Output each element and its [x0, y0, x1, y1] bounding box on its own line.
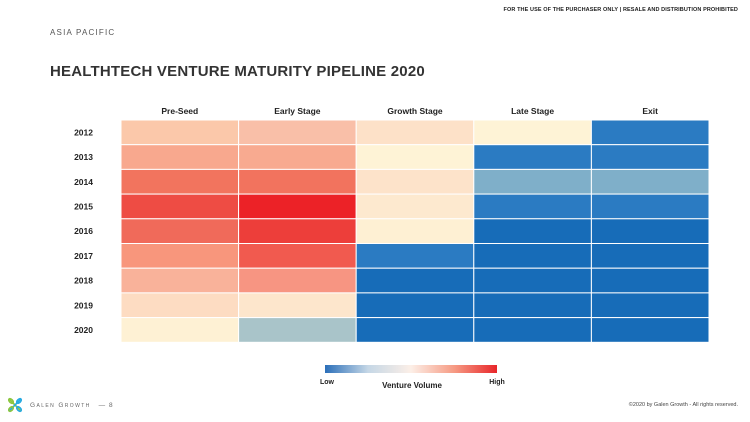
row-label: 2019	[74, 300, 93, 310]
row-label: 2013	[74, 152, 93, 162]
heatmap-cell	[473, 292, 592, 319]
heatmap-cell	[238, 193, 357, 220]
heatmap-cells	[120, 119, 710, 343]
row-label: 2020	[74, 325, 93, 335]
heatmap-cell	[473, 243, 592, 269]
legend-low-label: Low	[320, 379, 335, 386]
heatmap-cell	[238, 267, 357, 294]
heatmap-cell	[473, 119, 592, 146]
heatmap-cell	[238, 119, 357, 146]
row-label: 2018	[74, 276, 93, 286]
heatmap-cell	[120, 243, 240, 269]
page-number: — 8	[98, 401, 114, 409]
column-label: Pre-Seed	[161, 106, 198, 116]
heatmap-cell	[238, 144, 357, 170]
heatmap-cell	[355, 119, 475, 146]
copyright-text: ©2020 by Galen Growth - All rights reser…	[628, 402, 738, 408]
brand-name: Galen Growth	[30, 401, 91, 409]
color-legend: Low Venture Volume High	[320, 365, 505, 390]
region-label: ASIA PACIFIC	[50, 28, 116, 37]
heatmap-cell	[355, 317, 475, 343]
heatmap-cell	[590, 267, 710, 294]
heatmap-cell	[590, 292, 710, 319]
heatmap-cell	[238, 292, 357, 319]
heatmap-cell	[120, 218, 240, 245]
heatmap-cell	[590, 144, 710, 170]
row-label: 2017	[74, 251, 93, 261]
row-label: 2014	[74, 177, 93, 187]
galen-growth-logo-icon	[7, 397, 23, 413]
heatmap-cell	[238, 218, 357, 245]
heatmap-cell	[355, 218, 475, 245]
row-label: 2012	[74, 127, 93, 137]
heatmap-cell	[473, 193, 592, 220]
column-label: Early Stage	[274, 106, 321, 116]
heatmap-cell	[590, 168, 710, 195]
column-label: Exit	[642, 106, 658, 116]
legend-high-label: High	[489, 379, 505, 386]
heatmap-cell	[120, 267, 240, 294]
heatmap-cell	[355, 193, 475, 220]
heatmap-cell	[238, 243, 357, 269]
heatmap-cell	[238, 317, 357, 343]
heatmap-cell	[590, 218, 710, 245]
heatmap-cell	[473, 267, 592, 294]
column-label: Late Stage	[511, 106, 554, 116]
heatmap-cell	[473, 218, 592, 245]
column-label: Growth Stage	[387, 106, 443, 116]
heatmap-cell	[120, 144, 240, 170]
heatmap-cell	[120, 193, 240, 220]
heatmap-cell	[355, 243, 475, 269]
legend-title: Venture Volume	[382, 381, 442, 390]
row-label: 2015	[74, 201, 93, 211]
heatmap-cell	[473, 168, 592, 195]
heatmap-cell	[355, 144, 475, 170]
heatmap-cell	[590, 243, 710, 269]
heatmap-cell	[355, 292, 475, 319]
heatmap-cell	[473, 317, 592, 343]
row-labels: 2012 2013 2014 2015 2016 2017 2018 2019 2020	[74, 127, 93, 335]
heatmap-cell	[590, 193, 710, 220]
column-labels: Pre-Seed Early Stage Growth Stage Late Stag…	[161, 106, 658, 116]
legend-gradient-bar	[325, 365, 497, 373]
heatmap-cell	[590, 317, 710, 343]
heatmap-cell	[120, 168, 240, 195]
page-title: HEALTHTECH VENTURE MATURITY PIPELINE 202…	[50, 63, 425, 80]
heatmap-cell	[355, 267, 475, 294]
footer-brand: Galen Growth — 8	[6, 396, 114, 414]
heatmap-cell	[120, 317, 240, 343]
disclaimer-text: FOR THE USE OF THE PURCHASER ONLY | RESA…	[503, 7, 738, 13]
heatmap-cell	[238, 168, 357, 195]
row-label: 2016	[74, 226, 93, 236]
heatmap-cell	[590, 119, 710, 146]
heatmap-cell	[355, 168, 475, 195]
heatmap-cell	[473, 144, 592, 170]
heatmap-cell	[120, 119, 240, 146]
heatmap-cell	[120, 292, 240, 319]
